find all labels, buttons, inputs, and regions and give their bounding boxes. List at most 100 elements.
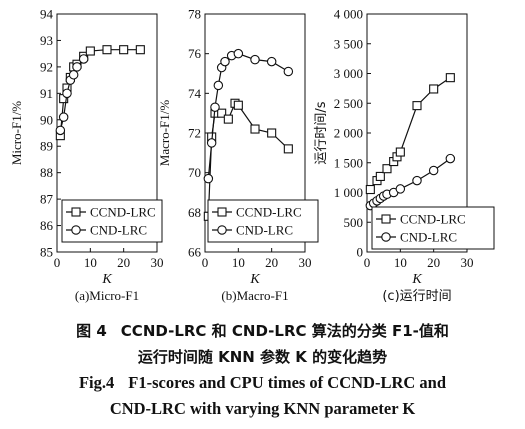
y-tick-label: 86 [40,218,54,233]
data-point-square [445,73,455,83]
x-tick-label: 30 [461,255,474,270]
y-tick-label: 92 [40,59,53,74]
data-point-circle [62,88,72,99]
data-point-square [395,147,405,157]
x-tick-label: 20 [427,255,440,270]
x-tick-label: 0 [364,255,371,270]
panel-caption: (b)Macro-F1 [221,288,288,303]
legend-label: CCND-LRC [400,212,466,227]
caption-zh-text-2: 运行时间随 KNN 参数 K 的变化趋势 [137,348,388,366]
series-cnd-lrc [203,48,294,184]
y-tick-label: 74 [188,86,202,101]
x-tick-label: 0 [54,255,61,270]
y-tick-label: 70 [188,165,201,180]
legend-box [371,206,495,250]
data-point-circle [445,153,456,164]
y-axis-label: 运行时间/s [314,101,329,164]
data-point-square [250,124,260,134]
x-tick-label: 30 [151,255,164,270]
x-axis-label: K [249,272,260,287]
data-point-circle [68,70,79,80]
data-point-square [223,114,233,124]
data-point-circle [233,48,244,59]
data-point-circle [210,102,220,112]
legend-label: CND-LRC [236,223,293,238]
caption-en-line-2: CND-LRC with varying KNN parameter K [0,399,525,419]
data-point-square [429,84,439,94]
data-point-circle [203,173,214,184]
data-point-circle [266,56,277,67]
x-tick-label: 0 [202,255,209,270]
data-point-square [233,100,243,110]
data-point-circle [213,80,224,91]
data-point-circle [206,138,217,148]
data-point-circle [58,112,69,122]
y-tick-label: 2 000 [334,126,363,141]
y-tick-label: 1 000 [334,185,363,200]
series-ccnd-lrc [365,73,455,195]
data-point-square [382,164,392,174]
x-tick-label: 10 [394,255,407,270]
data-point-square [375,171,385,181]
y-tick-label: 72 [188,126,201,141]
y-tick-label: 91 [40,86,53,101]
y-axis-label: Macro-F1/% [157,100,172,167]
legend: CCND-LRC CND-LRC [61,199,163,243]
figure-label-zh: 图 4 [76,322,107,340]
legend: CCND-LRC CND-LRC [207,199,319,243]
y-tick-label: 76 [188,46,202,61]
data-point-square [412,101,422,111]
legend-marker-circle [71,225,81,235]
chart-panel-2: 66 68 70 72 74 76 78 0 10 20 30 K Macro-F1/% (b)Macro… [157,7,319,303]
data-point-circle [55,125,66,136]
legend-marker-circle [217,225,227,235]
data-point-square [365,184,375,195]
data-point-square [102,45,112,55]
legend-box [207,199,319,243]
data-point-circle [72,62,82,72]
y-tick-label: 500 [344,215,364,230]
caption-en-line-1: Fig.4 F1-scores and CPU times of CCND-LRC… [0,373,525,393]
caption-zh-text-1: CCND-LRC 和 CND-LRC 算法的分类 F1-值和 [120,322,449,340]
data-point-square [135,45,145,55]
y-tick-label: 68 [188,205,201,220]
legend: CCND-LRC CND-LRC [371,206,495,250]
y-tick-label: 88 [40,165,53,180]
x-axis-label: K [101,272,112,287]
legend-label: CND-LRC [90,223,147,238]
x-tick-label: 20 [265,255,278,270]
x-tick-label: 10 [84,255,97,270]
y-tick-label: 3 000 [334,66,363,81]
x-tick-label: 30 [299,255,312,270]
chart-panel-1: 85 86 87 88 89 90 91 92 93 94 0 10 20 30 K Micro-F1/% (a… [9,7,164,304]
caption-en-text-2: CND-LRC with varying KNN parameter K [109,399,416,418]
caption-zh-line-1: 图 4 CCND-LRC 和 CND-LRC 算法的分类 F1-值和 [0,320,525,341]
data-point-square [85,46,95,56]
series-cnd-lrc [365,153,456,211]
series-cnd-lrc [55,54,89,136]
y-tick-label: 4 000 [334,7,363,22]
data-point-circle [283,66,294,77]
data-point-circle [412,175,422,186]
y-tick-label: 93 [40,33,53,48]
panel-caption: (a)Micro-F1 [75,288,139,303]
legend-label: CCND-LRC [90,205,156,220]
x-axis-label: K [411,272,422,287]
data-point-square [267,128,277,138]
legend-box [61,199,163,243]
x-tick-label: 20 [117,255,130,270]
data-point-circle [250,54,260,65]
y-tick-label: 87 [40,192,54,207]
figure-charts: 85 86 87 88 89 90 91 92 93 94 0 10 20 30 K Micro-F1/% (a… [9,7,495,304]
legend-label: CCND-LRC [236,205,302,220]
data-point-circle [395,184,406,194]
y-tick-label: 94 [40,7,54,22]
y-tick-label: 85 [40,245,53,260]
y-tick-label: 0 [357,245,364,260]
y-tick-label: 66 [188,245,202,260]
y-axis-label: Micro-F1/% [9,101,24,165]
y-tick-label: 3 500 [334,36,363,51]
series-line [207,102,289,217]
y-tick-label: 2 500 [334,96,363,111]
y-tick-label: 90 [40,112,53,127]
